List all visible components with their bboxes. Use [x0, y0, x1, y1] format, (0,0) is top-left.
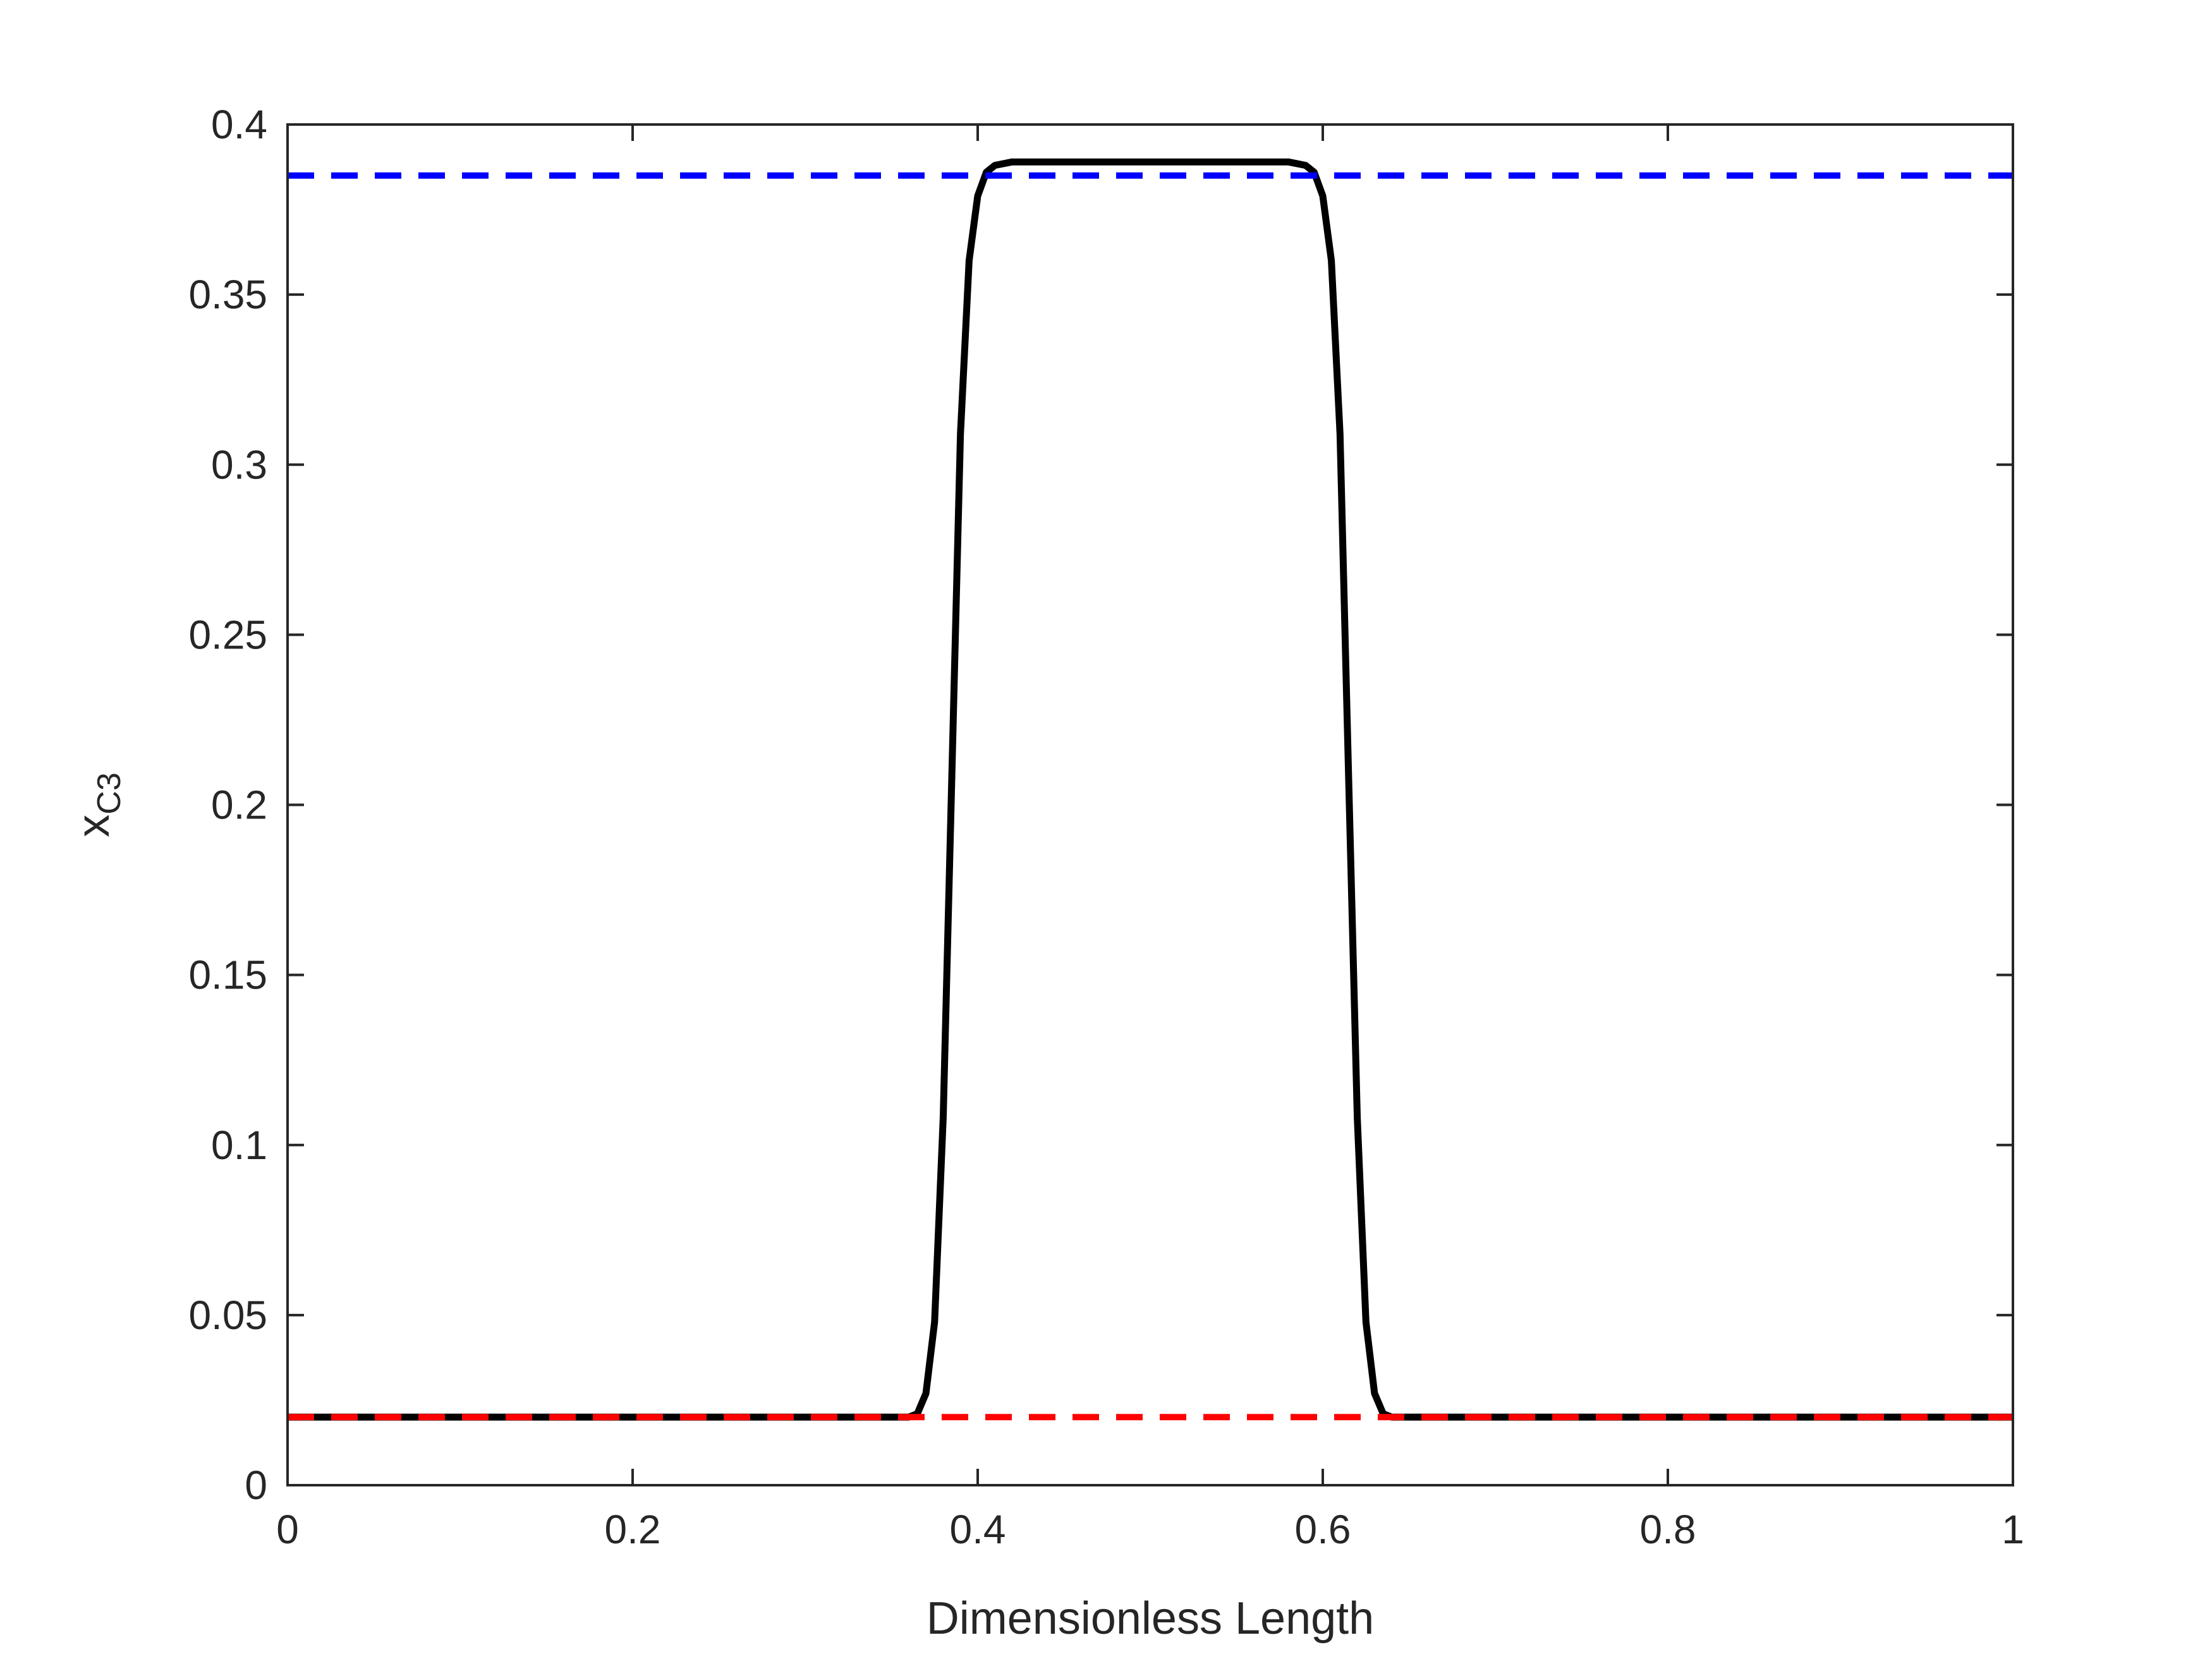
x-tick-label: 0.2	[605, 1507, 661, 1552]
x-tick-label: 1	[2002, 1507, 2024, 1552]
x-tick-label: 0.6	[1295, 1507, 1351, 1552]
y-tick-label: 0.15	[188, 952, 267, 998]
y-tick-label: 0.2	[211, 782, 267, 828]
y-axis-label: xC3	[68, 772, 128, 837]
axes-box	[286, 123, 2014, 1486]
y-tick-label: 0.1	[211, 1122, 267, 1168]
x-tick-label: 0	[276, 1507, 299, 1552]
y-axis-label-main: x	[68, 815, 119, 837]
y-tick-label: 0.35	[188, 272, 267, 317]
x-tick-label: 0.4	[950, 1507, 1006, 1552]
series-line-solid	[288, 158, 2013, 1421]
y-tick-label: 0.05	[188, 1292, 267, 1338]
x-tick-label: 0.8	[1640, 1507, 1696, 1552]
y-tick-label: 0.3	[211, 442, 267, 487]
y-tick-label: 0.25	[188, 612, 267, 657]
y-tick-label: 0.4	[211, 102, 267, 147]
ticks-layer: 0 0.2 0.4 0.6 0.8 1 0 0.05 0.1 0.15 0.2 0.25 0.3 0.35…	[188, 102, 2024, 1552]
y-axis-label-subscript: C3	[91, 772, 128, 814]
y-tick-label: 0	[245, 1462, 267, 1508]
series-layer	[288, 158, 2013, 1421]
x-axis-label: Dimensionless Length	[927, 1593, 1374, 1644]
